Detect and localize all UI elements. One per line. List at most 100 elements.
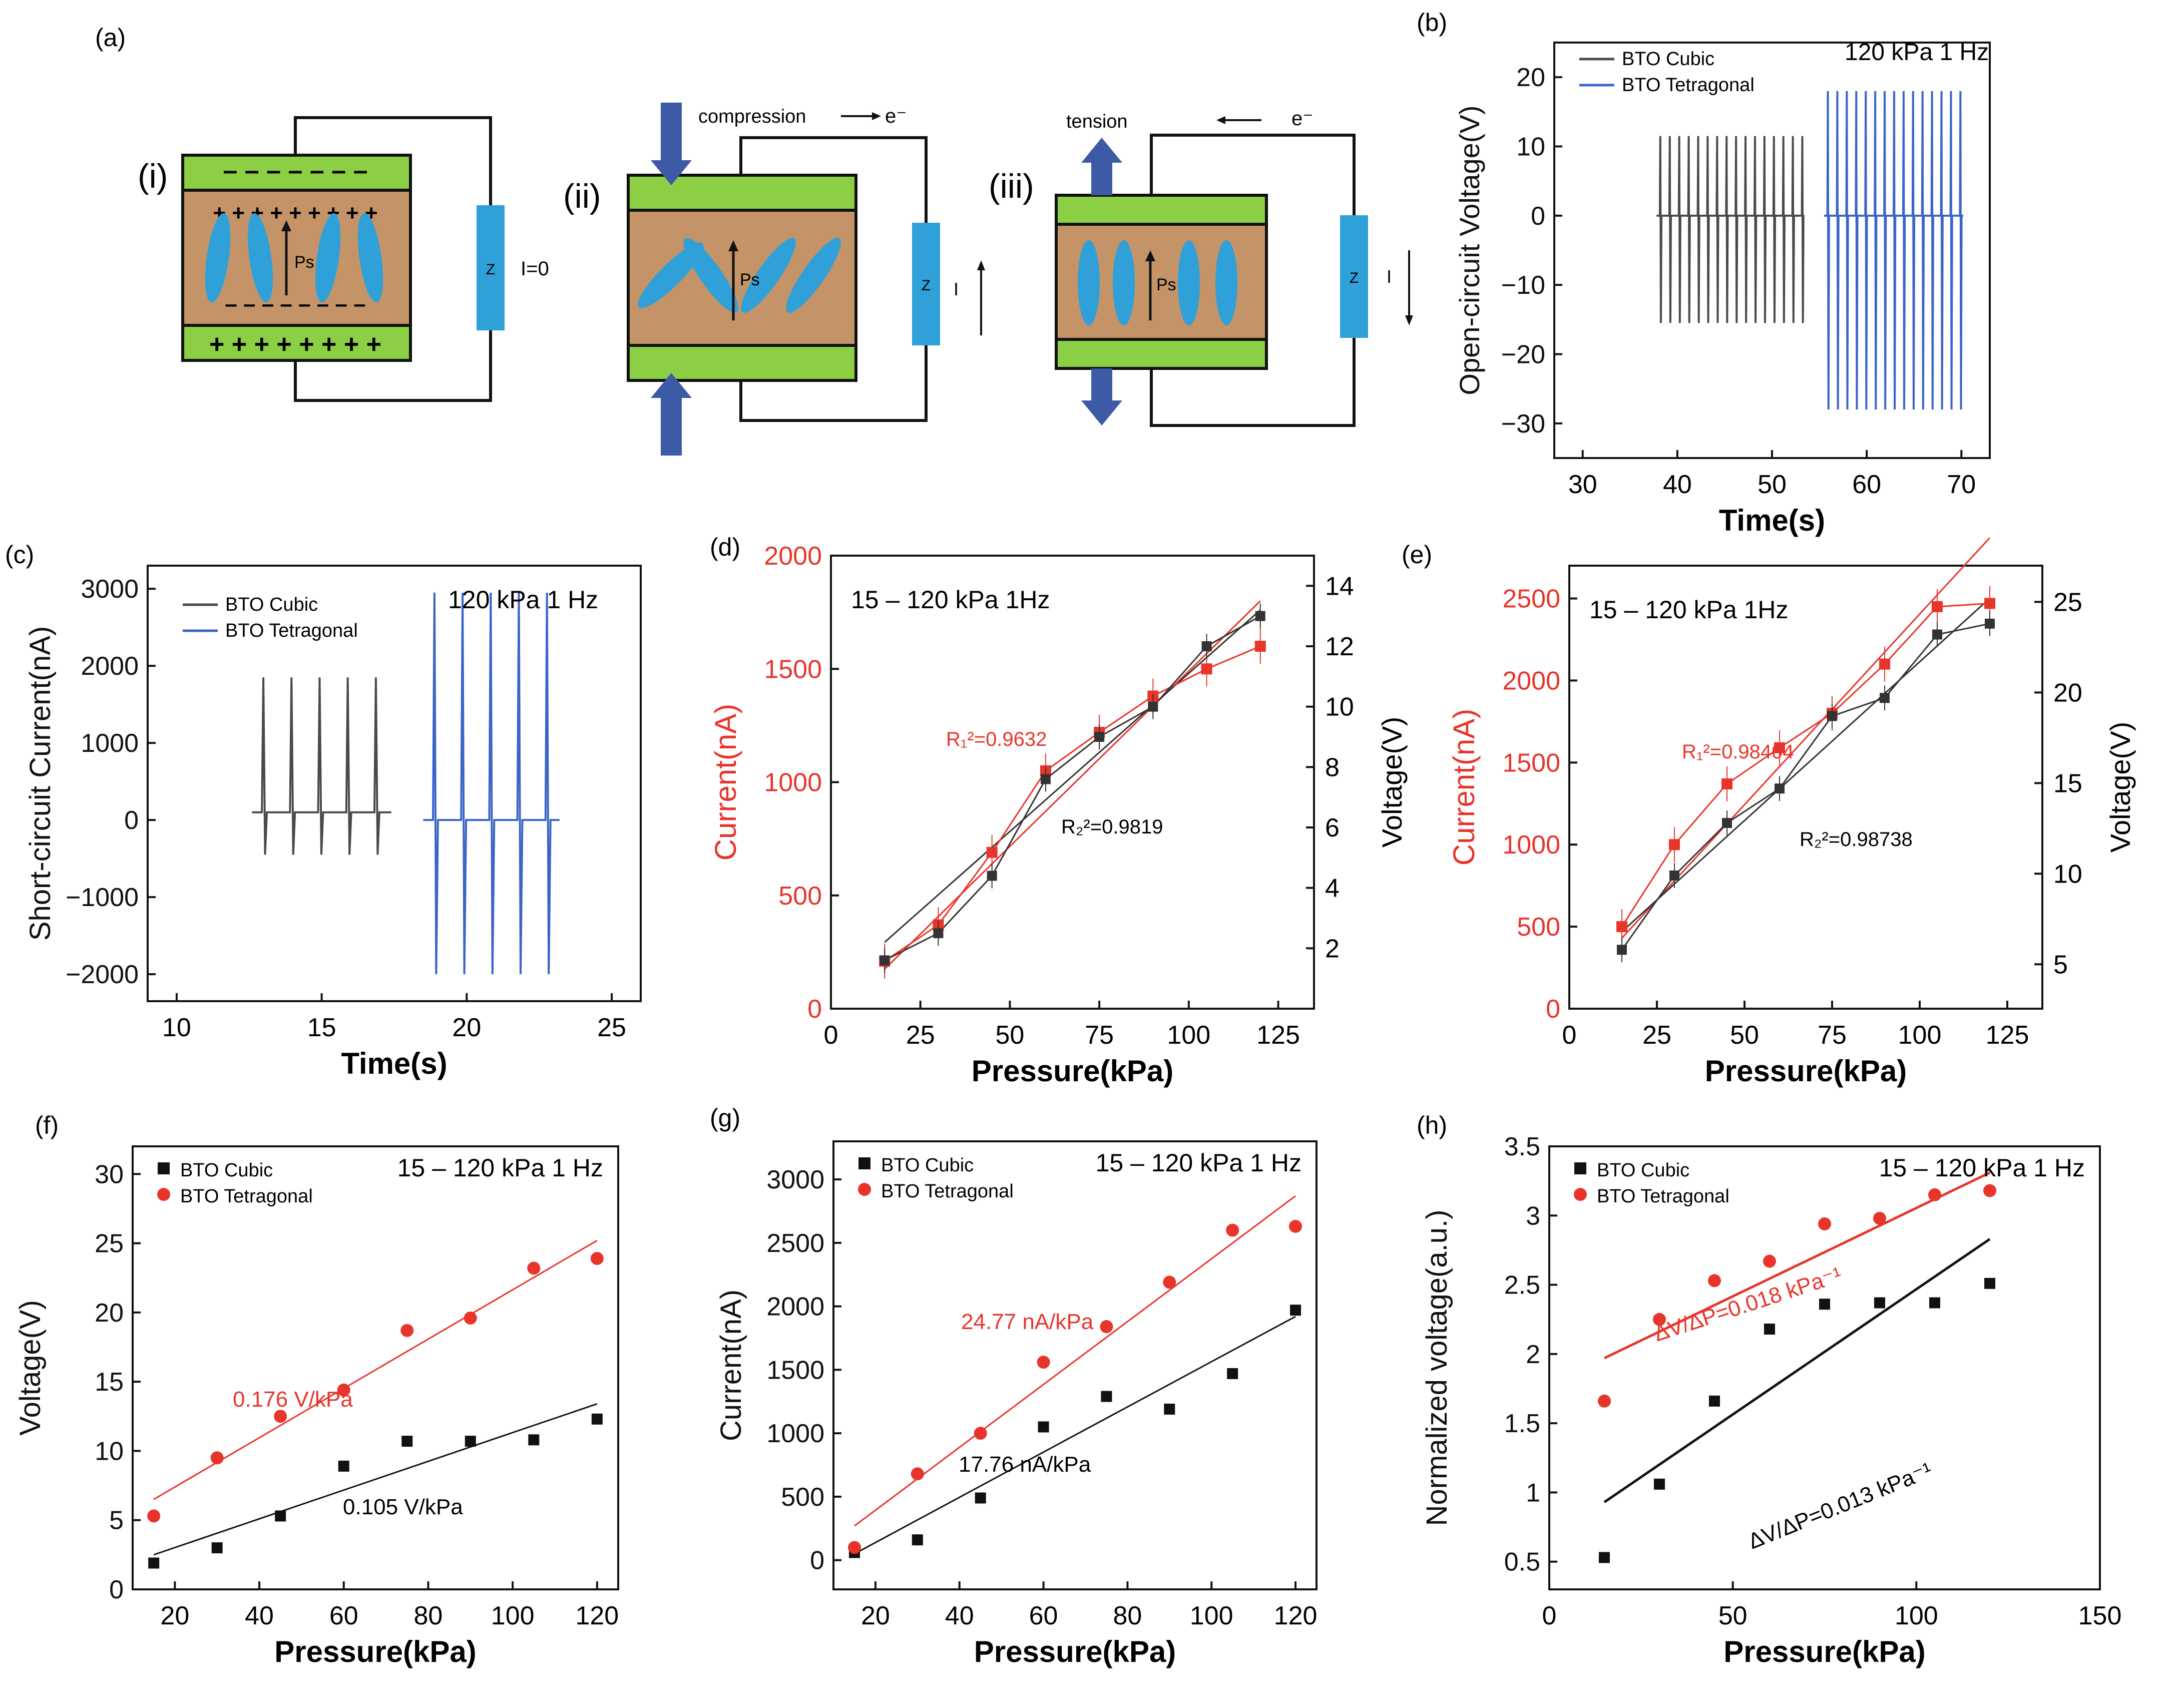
top-charges: – – – – – – – bbox=[223, 156, 367, 185]
y2-axis-label: Voltage(V) bbox=[1376, 717, 1408, 848]
plot-frame bbox=[1548, 1145, 2101, 1590]
current-label: I=0 bbox=[521, 258, 549, 280]
chart-h: 0 50 100 150 0.5 1 1.5 2 2.5 3 3.5 Pressure(kPa) Nor… bbox=[1421, 1132, 2121, 1668]
current-point bbox=[1201, 663, 1212, 675]
y-tick-label: 3.5 bbox=[1504, 1132, 1540, 1161]
ps-label: Ps bbox=[1156, 275, 1176, 294]
panel-label-e: (e) bbox=[1402, 541, 1432, 569]
y-tick-label: 1500 bbox=[764, 655, 822, 684]
series-line-bto-tetragonal bbox=[1824, 91, 1964, 410]
stage-iii-label: (iii) bbox=[989, 167, 1034, 205]
r1-label: R₁²=0.9632 bbox=[946, 728, 1047, 750]
x-tick-label: 30 bbox=[1568, 470, 1597, 499]
y-tick-label: 0 bbox=[1531, 202, 1545, 231]
data-point-cubic bbox=[975, 1492, 986, 1504]
ps-label: Ps bbox=[294, 253, 314, 272]
voltage-point bbox=[1201, 641, 1212, 651]
plot-frame bbox=[830, 555, 1315, 1010]
legend-entry: BTO Tetragonal bbox=[225, 620, 358, 641]
x-tick-label: 0 bbox=[824, 1021, 838, 1050]
current-point bbox=[1774, 742, 1785, 753]
plot-frame bbox=[1568, 565, 2043, 1010]
y-tick-label: −2000 bbox=[66, 960, 139, 989]
chart-title: 120 kPa 1 Hz bbox=[1845, 39, 1989, 66]
electron-arrow-head bbox=[872, 112, 881, 120]
data-point-tetragonal bbox=[527, 1261, 541, 1275]
chart-e: 0 25 50 75 100 125 0 500 1000 1500 2000 2500 Pressur… bbox=[1447, 537, 2136, 1088]
x-tick-label: 50 bbox=[1718, 1601, 1748, 1630]
y2-tick-label: 2 bbox=[1325, 934, 1340, 963]
data-point-tetragonal bbox=[1708, 1274, 1721, 1288]
dipole bbox=[247, 213, 273, 303]
dipole bbox=[1113, 240, 1135, 325]
top-electrode bbox=[1055, 194, 1268, 226]
red-slope-label: 0.176 V/kPa bbox=[233, 1387, 353, 1412]
data-point-cubic bbox=[1929, 1297, 1940, 1309]
x-tick-label: 40 bbox=[1663, 470, 1692, 499]
tension-arrow-top bbox=[1091, 160, 1112, 195]
x-tick-label: 40 bbox=[945, 1601, 974, 1630]
x-tick-label: 15 bbox=[307, 1013, 336, 1042]
data-point-tetragonal bbox=[1983, 1184, 1996, 1197]
y2-tick-label: 10 bbox=[1325, 693, 1354, 722]
panel-label-d: (d) bbox=[710, 533, 740, 561]
x-tick-label: 125 bbox=[1256, 1021, 1300, 1050]
x-tick-label: 60 bbox=[1852, 470, 1881, 499]
y-axis-label: Voltage(V) bbox=[14, 1300, 47, 1436]
y-tick-label: 1500 bbox=[1502, 748, 1560, 777]
tension-label: tension bbox=[1066, 111, 1128, 132]
compression-arrow-top-head bbox=[651, 160, 692, 185]
data-point-cubic bbox=[1819, 1299, 1830, 1310]
legend-entry: BTO Cubic bbox=[1597, 1160, 1689, 1181]
x-tick-label: 120 bbox=[1274, 1601, 1318, 1630]
fit-line-cubic bbox=[1603, 1238, 1991, 1503]
y-tick-label: 2500 bbox=[1502, 585, 1560, 614]
x-tick-label: 20 bbox=[861, 1601, 890, 1630]
x-tick-label: 125 bbox=[1986, 1021, 2029, 1050]
legend-entry: BTO Tetragonal bbox=[881, 1181, 1014, 1202]
legend-entry: BTO Cubic bbox=[225, 594, 318, 615]
voltage-point bbox=[1827, 711, 1837, 721]
compression-arrow-bottom bbox=[661, 395, 682, 456]
panel-label-g: (g) bbox=[710, 1104, 740, 1132]
compression-arrow-bottom-head bbox=[651, 373, 692, 398]
x-tick-label: 60 bbox=[1029, 1601, 1058, 1630]
y2-tick-label: 10 bbox=[2053, 860, 2082, 889]
legend-swatch bbox=[1574, 1188, 1587, 1201]
black-slope-label: ΔV/ΔP=0.013 kPa⁻¹ bbox=[1744, 1458, 1935, 1554]
y-tick-label: 2.5 bbox=[1504, 1271, 1540, 1300]
data-point-tetragonal bbox=[1928, 1188, 1941, 1201]
data-point-tetragonal bbox=[337, 1383, 350, 1397]
x-tick-label: 20 bbox=[452, 1013, 481, 1042]
data-point-cubic bbox=[465, 1436, 476, 1447]
panel-label-b: (b) bbox=[1417, 9, 1447, 37]
dipole bbox=[1078, 240, 1100, 325]
current-fit-line bbox=[1621, 537, 1991, 939]
current-point bbox=[1932, 601, 1943, 612]
y-tick-label: 20 bbox=[95, 1299, 124, 1328]
data-point-cubic bbox=[1874, 1297, 1885, 1309]
bottom-electrode bbox=[1055, 338, 1268, 370]
y2-tick-label: 12 bbox=[1325, 632, 1354, 661]
current-point bbox=[1254, 641, 1266, 652]
y2-tick-label: 25 bbox=[2053, 588, 2082, 617]
load-resistor bbox=[912, 223, 940, 345]
x-axis-label: Time(s) bbox=[1719, 504, 1825, 537]
load-label: Z bbox=[922, 277, 931, 294]
load-label: Z bbox=[1350, 270, 1359, 286]
series-line-bto-cubic bbox=[1656, 136, 1805, 323]
data-point-tetragonal bbox=[464, 1311, 477, 1325]
black-slope-label: 17.76 nA/kPa bbox=[959, 1452, 1091, 1477]
y-axis-label: Current(nA) bbox=[1447, 709, 1481, 866]
fit-line-cubic bbox=[854, 1316, 1296, 1555]
data-point-tetragonal bbox=[1226, 1223, 1239, 1237]
voltage-fit-line bbox=[884, 609, 1261, 943]
bottom-charges: + + + + + + + + bbox=[209, 330, 381, 359]
x-tick-label: 50 bbox=[995, 1021, 1024, 1050]
data-point-tetragonal bbox=[1163, 1275, 1176, 1289]
fit-line-tetragonal bbox=[153, 1239, 598, 1500]
electron-label: e⁻ bbox=[885, 105, 907, 127]
x-tick-label: 80 bbox=[1113, 1601, 1142, 1630]
legend-entry: BTO Cubic bbox=[881, 1155, 974, 1176]
legend-swatch bbox=[157, 1188, 170, 1201]
